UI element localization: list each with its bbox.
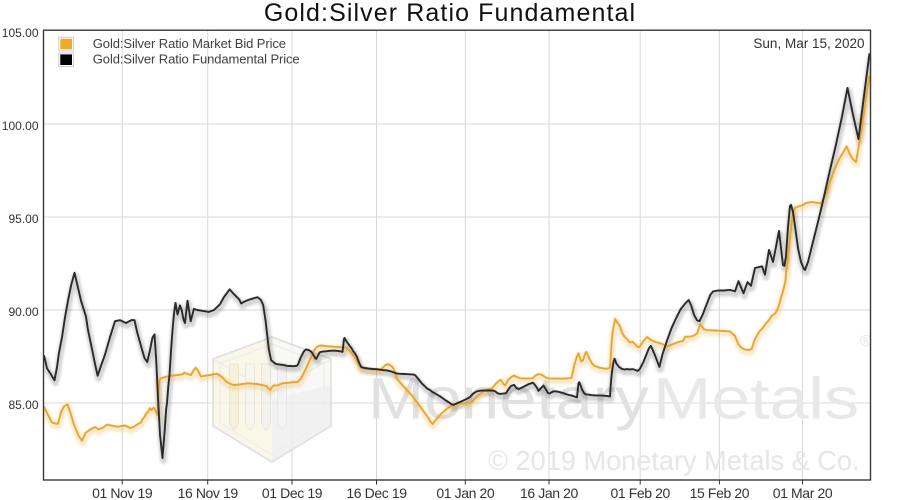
svg-text:Sun, Mar 15, 2020: Sun, Mar 15, 2020 bbox=[753, 36, 864, 51]
svg-text:95.00: 95.00 bbox=[8, 212, 38, 226]
svg-text:Gold:Silver Ratio Fundamental: Gold:Silver Ratio Fundamental bbox=[264, 0, 636, 27]
svg-text:Gold:Silver Ratio Fundamental: Gold:Silver Ratio Fundamental Price bbox=[93, 52, 300, 67]
svg-text:85.00: 85.00 bbox=[8, 398, 38, 412]
svg-text:01 Feb 20: 01 Feb 20 bbox=[610, 485, 670, 500]
svg-text:01 Nov 19: 01 Nov 19 bbox=[92, 485, 153, 500]
svg-text:01 Mar 20: 01 Mar 20 bbox=[773, 485, 833, 500]
svg-text:®: ® bbox=[860, 333, 872, 350]
svg-text:16 Jan 20: 16 Jan 20 bbox=[520, 485, 579, 500]
svg-text:15 Feb 20: 15 Feb 20 bbox=[690, 485, 750, 500]
svg-text:01 Dec 19: 01 Dec 19 bbox=[262, 485, 323, 500]
svg-text:© 2019 Monetary Metals & Co.: © 2019 Monetary Metals & Co. bbox=[488, 445, 860, 476]
svg-text:16 Dec 19: 16 Dec 19 bbox=[346, 485, 407, 500]
svg-text:105.00: 105.00 bbox=[2, 26, 39, 40]
svg-text:90.00: 90.00 bbox=[8, 305, 38, 319]
svg-text:Metals: Metals bbox=[653, 367, 859, 432]
svg-text:100.00: 100.00 bbox=[2, 119, 39, 133]
svg-text:Gold:Silver Ratio Market Bid P: Gold:Silver Ratio Market Bid Price bbox=[93, 36, 286, 51]
svg-text:16 Nov 19: 16 Nov 19 bbox=[178, 485, 239, 500]
svg-text:01 Jan 20: 01 Jan 20 bbox=[436, 485, 495, 500]
